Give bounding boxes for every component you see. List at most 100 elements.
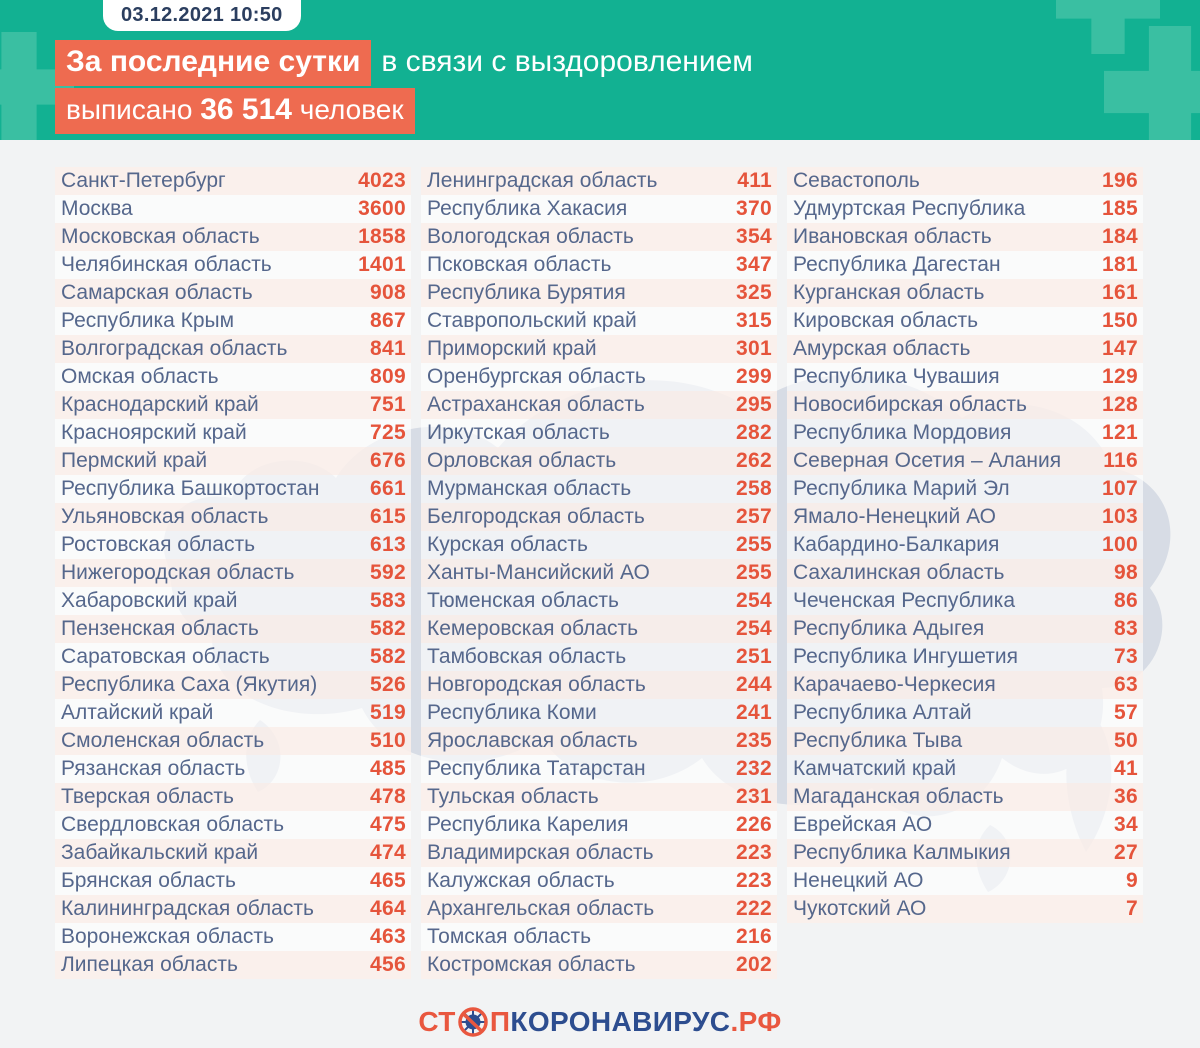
region-name: Калининградская область [61,897,314,920]
region-name: Воронежская область [61,925,274,948]
region-value: 725 [370,421,406,444]
region-row: Ставропольский край 315 [421,307,777,335]
region-value: 216 [736,925,772,948]
region-value: 315 [736,309,772,332]
region-row: Томская область 216 [421,923,777,951]
region-row: Владимирская область 223 [421,839,777,867]
region-row: Москва 3600 [55,195,411,223]
region-row: Ростовская область 613 [55,531,411,559]
region-column-3: Севастополь 196 Удмуртская Республика 18… [787,167,1143,979]
region-name: Республика Дагестан [793,253,1001,276]
region-value: 254 [736,617,772,640]
region-row: Мурманская область 258 [421,475,777,503]
region-value: 57 [1114,701,1138,724]
region-row: Брянская область 465 [55,867,411,895]
region-name: Сахалинская область [793,561,1005,584]
region-value: 83 [1114,617,1138,640]
region-row: Московская область 1858 [55,223,411,251]
headline-line-1: За последние сутки в связи с выздоровлени… [55,40,753,86]
region-row: Ивановская область 184 [787,223,1143,251]
region-value: 463 [370,925,406,948]
region-row: Оренбургская область 299 [421,363,777,391]
region-value: 282 [736,421,772,444]
region-value: 255 [736,561,772,584]
discharged-suffix: человек [291,94,404,125]
region-value: 128 [1102,393,1138,416]
region-name: Москва [61,197,133,220]
region-name: Ненецкий АО [793,869,924,892]
region-value: 257 [736,505,772,528]
region-value: 202 [736,953,772,976]
region-value: 4023 [358,169,406,192]
region-row: Тульская область 231 [421,783,777,811]
region-value: 222 [736,897,772,920]
region-name: Новгородская область [427,673,646,696]
region-row: Ямало-Ненецкий АО 103 [787,503,1143,531]
region-row: Курская область 255 [421,531,777,559]
region-value: 73 [1114,645,1138,668]
region-row: Республика Адыгея 83 [787,615,1143,643]
headline: За последние сутки в связи с выздоровлени… [55,40,753,134]
region-row: Республика Татарстан 232 [421,755,777,783]
region-name: Иркутская область [427,421,610,444]
region-row: Кемеровская область 254 [421,615,777,643]
region-row: Камчатский край 41 [787,755,1143,783]
region-row: Ленинградская область 411 [421,167,777,195]
region-name: Республика Татарстан [427,757,646,780]
region-name: Забайкальский край [61,841,259,864]
region-name: Республика Карелия [427,813,629,836]
region-value: 809 [370,365,406,388]
region-name: Республика Тыва [793,729,963,752]
region-value: 464 [370,897,406,920]
region-row: Тамбовская область 251 [421,643,777,671]
region-value: 262 [736,449,772,472]
region-name: Астраханская область [427,393,645,416]
region-table: Санкт-Петербург 4023 Москва 3600 Московс… [55,167,1145,979]
region-row: Севастополь 196 [787,167,1143,195]
region-row: Магаданская область 36 [787,783,1143,811]
region-row: Нижегородская область 592 [55,559,411,587]
region-value: 3600 [358,197,406,220]
region-value: 241 [736,701,772,724]
region-name: Омская область [61,365,219,388]
region-value: 474 [370,841,406,864]
region-name: Ленинградская область [427,169,658,192]
region-name: Ульяновская область [61,505,269,528]
region-row: Псковская область 347 [421,251,777,279]
region-name: Северная Осетия – Алания [793,449,1062,472]
region-value: 36 [1114,785,1138,808]
region-name: Приморский край [427,337,597,360]
region-name: Чеченская Республика [793,589,1015,612]
region-value: 519 [370,701,406,724]
region-row: Ярославская область 235 [421,727,777,755]
date-badge: 03.12.2021 10:50 [103,0,301,31]
region-value: 121 [1102,421,1138,444]
region-value: 181 [1102,253,1138,276]
region-row: Республика Саха (Якутия) 526 [55,671,411,699]
region-row: Республика Марий Эл 107 [787,475,1143,503]
region-row: Костромская область 202 [421,951,777,979]
region-row: Северная Осетия – Алания 116 [787,447,1143,475]
region-name: Республика Калмыкия [793,841,1011,864]
region-row: Амурская область 147 [787,335,1143,363]
region-value: 411 [737,169,772,192]
region-name: Пензенская область [61,617,259,640]
region-row: Архангельская область 222 [421,895,777,923]
region-value: 223 [736,841,772,864]
region-value: 615 [370,505,406,528]
region-name: Тюменская область [427,589,619,612]
region-row: Калужская область 223 [421,867,777,895]
region-value: 582 [370,617,406,640]
region-name: Кабардино-Балкария [793,533,1000,556]
region-value: 231 [736,785,772,808]
region-name: Республика Алтай [793,701,972,724]
region-value: 301 [736,337,772,360]
region-value: 510 [370,729,406,752]
region-value: 908 [370,281,406,304]
region-name: Карачаево-Черкесия [793,673,996,696]
region-name: Удмуртская Республика [793,197,1026,220]
region-row: Республика Калмыкия 27 [787,839,1143,867]
region-value: 613 [370,533,406,556]
region-name: Липецкая область [61,953,238,976]
region-row: Тверская область 478 [55,783,411,811]
